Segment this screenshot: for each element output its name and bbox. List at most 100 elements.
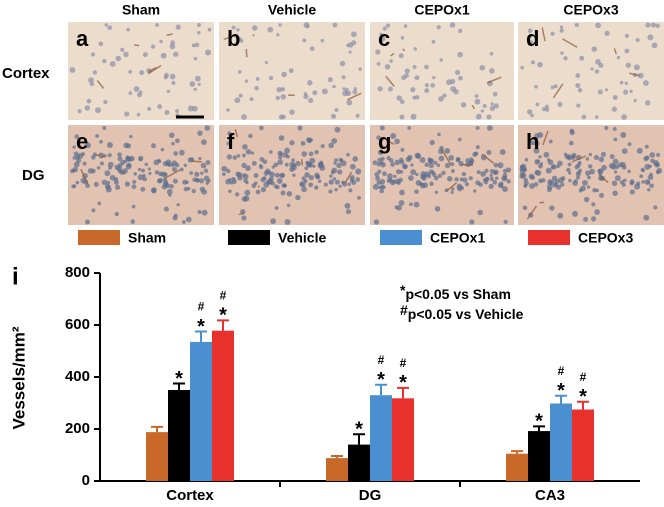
cell bbox=[153, 159, 160, 166]
cell bbox=[308, 175, 314, 181]
error-bar bbox=[533, 425, 545, 432]
cell bbox=[620, 161, 626, 168]
cell bbox=[480, 171, 486, 177]
cell bbox=[492, 180, 498, 185]
cell bbox=[376, 135, 381, 140]
cell bbox=[382, 171, 387, 177]
cell bbox=[107, 161, 114, 168]
cell bbox=[193, 56, 198, 61]
vessel bbox=[252, 33, 255, 37]
cell bbox=[604, 88, 609, 92]
cell bbox=[454, 177, 459, 182]
error-bar bbox=[577, 400, 589, 410]
cell bbox=[175, 24, 181, 30]
cell bbox=[120, 47, 125, 52]
panel-letter: b bbox=[227, 26, 240, 51]
cell bbox=[309, 46, 315, 52]
cell bbox=[126, 162, 132, 168]
cell bbox=[289, 140, 295, 146]
cell bbox=[432, 172, 437, 178]
cell bbox=[338, 157, 343, 162]
cell bbox=[107, 142, 113, 148]
cell bbox=[557, 101, 563, 107]
cell bbox=[641, 168, 645, 173]
cell bbox=[650, 22, 656, 28]
cell bbox=[642, 80, 649, 86]
cell bbox=[598, 156, 605, 163]
cell bbox=[407, 126, 412, 130]
cell bbox=[437, 173, 443, 178]
cell bbox=[281, 114, 286, 120]
cell bbox=[474, 98, 481, 105]
column-label: CEPOx3 bbox=[563, 2, 618, 18]
annotation: *p<0.05 vs Sham bbox=[400, 282, 511, 302]
cell bbox=[253, 173, 259, 179]
cell bbox=[280, 190, 286, 196]
cell bbox=[277, 159, 283, 166]
cell bbox=[104, 23, 108, 27]
cell bbox=[404, 68, 410, 74]
cell bbox=[95, 134, 100, 138]
cell bbox=[305, 24, 310, 29]
cell bbox=[648, 164, 652, 169]
cell bbox=[91, 208, 96, 213]
cell bbox=[535, 102, 540, 107]
legend-label: CEPOx1 bbox=[430, 230, 485, 246]
cell bbox=[269, 171, 275, 178]
cell bbox=[358, 67, 362, 71]
vessel bbox=[461, 163, 473, 167]
micrograph bbox=[68, 125, 214, 225]
cell bbox=[328, 189, 333, 194]
cell bbox=[169, 43, 176, 50]
cell bbox=[72, 184, 77, 188]
cell bbox=[594, 69, 600, 74]
cell bbox=[345, 209, 352, 215]
cell bbox=[656, 167, 663, 174]
cell bbox=[469, 157, 474, 162]
significance-mark: # bbox=[378, 353, 385, 367]
cell bbox=[651, 42, 658, 49]
cell bbox=[656, 152, 661, 157]
vessel bbox=[562, 38, 578, 48]
cell bbox=[479, 64, 485, 71]
cell bbox=[495, 176, 499, 180]
cell bbox=[429, 139, 435, 146]
error-bar bbox=[151, 425, 163, 433]
cell bbox=[595, 59, 601, 65]
cell bbox=[572, 210, 579, 217]
cell bbox=[332, 22, 338, 28]
cell bbox=[102, 58, 107, 64]
cell bbox=[174, 213, 178, 218]
cell bbox=[73, 161, 80, 168]
annotation-marker: # bbox=[400, 302, 408, 318]
cell bbox=[620, 132, 627, 138]
cell bbox=[85, 219, 91, 225]
cell bbox=[591, 202, 596, 207]
significance-mark: * bbox=[175, 368, 183, 390]
cell bbox=[280, 94, 287, 100]
cell bbox=[399, 189, 405, 196]
cell bbox=[401, 75, 407, 81]
cell bbox=[204, 125, 211, 131]
cell bbox=[280, 172, 285, 178]
cell bbox=[553, 84, 558, 89]
cell bbox=[171, 167, 177, 173]
cell bbox=[307, 162, 312, 167]
cell bbox=[502, 173, 508, 178]
cell bbox=[169, 73, 176, 80]
cell bbox=[489, 173, 493, 178]
cell bbox=[497, 162, 504, 169]
cell bbox=[576, 103, 581, 108]
micrograph-bg bbox=[518, 125, 664, 225]
cell bbox=[475, 145, 480, 150]
cell bbox=[350, 163, 356, 170]
cell bbox=[635, 37, 640, 43]
cell bbox=[625, 62, 631, 68]
cell bbox=[332, 177, 337, 181]
cell bbox=[415, 172, 419, 177]
cell bbox=[235, 192, 240, 197]
cell bbox=[264, 60, 269, 65]
cell bbox=[585, 170, 591, 176]
cell bbox=[200, 171, 204, 175]
cell bbox=[592, 187, 597, 193]
